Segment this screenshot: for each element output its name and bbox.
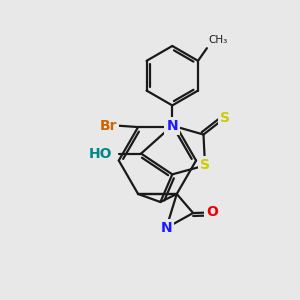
Text: N: N [160,221,172,235]
Text: S: S [220,111,230,125]
Text: N: N [167,118,178,133]
Text: S: S [200,158,210,172]
Text: O: O [206,206,218,219]
Text: Br: Br [100,118,117,133]
Text: CH₃: CH₃ [208,35,228,45]
Text: HO: HO [88,147,112,160]
